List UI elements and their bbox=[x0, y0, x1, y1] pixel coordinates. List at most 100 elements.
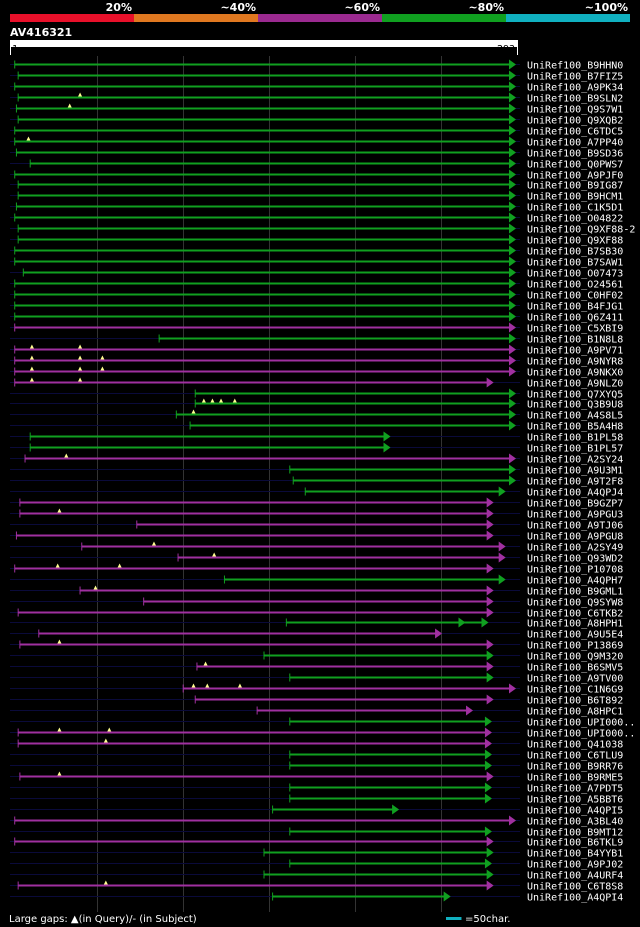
hit-label[interactable]: UniRef100_Q6Z411 bbox=[527, 313, 623, 324]
hit-label[interactable]: UniRef100_UPI000.. bbox=[527, 729, 635, 740]
hit-label[interactable]: UniRef100_B9SLN2 bbox=[527, 94, 623, 105]
hit-label[interactable]: UniRef100_A9PGU8 bbox=[527, 532, 623, 543]
hit-label[interactable]: UniRef100_B5A4H8 bbox=[527, 422, 623, 433]
hit-label[interactable]: UniRef100_B6TKL9 bbox=[527, 838, 623, 849]
hit-row[interactable]: UniRef100_A9PJ02 bbox=[10, 858, 623, 871]
hit-label[interactable]: UniRef100_C6TKB2 bbox=[527, 609, 623, 620]
hit-row[interactable]: UniRef100_UPI000.. bbox=[10, 716, 635, 729]
hit-label[interactable]: UniRef100_B7SAW1 bbox=[527, 258, 623, 269]
hit-row[interactable]: UniRef100_C6T8S8 bbox=[10, 880, 623, 893]
hit-label[interactable]: UniRef100_Q7XYQ5 bbox=[527, 390, 623, 401]
hit-label[interactable]: UniRef100_B6SMV5 bbox=[527, 663, 623, 674]
hit-label[interactable]: UniRef100_C6T8S8 bbox=[527, 882, 623, 893]
hit-row[interactable]: UniRef100_Q93WD2 bbox=[10, 552, 623, 565]
hit-label[interactable]: UniRef100_B7FIZ5 bbox=[527, 72, 623, 83]
hit-row[interactable]: UniRef100_A9NYR8 bbox=[10, 355, 623, 368]
hit-label[interactable]: UniRef100_A9U3M1 bbox=[527, 466, 623, 477]
hit-row[interactable]: UniRef100_B9RME5 bbox=[10, 771, 623, 784]
hit-row[interactable]: UniRef100_B9GZP7 bbox=[10, 497, 623, 510]
hit-label[interactable]: UniRef100_A7PP40 bbox=[527, 138, 623, 149]
hit-row[interactable]: UniRef100_UPI000.. bbox=[10, 727, 635, 740]
hit-row[interactable]: UniRef100_A9PGU3 bbox=[10, 508, 623, 521]
hit-row[interactable]: UniRef100_A9TV00 bbox=[10, 672, 623, 685]
hit-row[interactable]: UniRef100_B9HHN0 bbox=[10, 59, 623, 72]
hit-row[interactable]: UniRef100_Q9XF88 bbox=[10, 234, 623, 247]
hit-label[interactable]: UniRef100_B6T892 bbox=[527, 696, 623, 707]
hit-row[interactable]: UniRef100_B4YYB1 bbox=[10, 847, 623, 860]
hit-row[interactable]: UniRef100_B7FIZ5 bbox=[10, 70, 623, 83]
hit-row[interactable]: UniRef100_B1PL57 bbox=[10, 442, 623, 455]
hit-label[interactable]: UniRef100_UPI000.. bbox=[527, 718, 635, 729]
hit-label[interactable]: UniRef100_A4QPI4 bbox=[527, 893, 623, 904]
hit-label[interactable]: UniRef100_Q3B9U8 bbox=[527, 400, 623, 411]
hit-label[interactable]: UniRef100_Q9SYW8 bbox=[527, 598, 623, 609]
hit-label[interactable]: UniRef100_B7SB30 bbox=[527, 247, 623, 258]
hit-label[interactable]: UniRef100_B9MT12 bbox=[527, 828, 623, 839]
hit-label[interactable]: UniRef100_Q9S7W1 bbox=[527, 105, 623, 116]
hit-label[interactable]: UniRef100_P10708 bbox=[527, 565, 623, 576]
hit-row[interactable]: UniRef100_B9HCM1 bbox=[10, 190, 623, 203]
hit-label[interactable]: UniRef100_Q9M320 bbox=[527, 652, 623, 663]
hit-label[interactable]: UniRef100_A9PJF0 bbox=[527, 171, 623, 182]
hit-row[interactable]: UniRef100_B1N8L8 bbox=[10, 333, 623, 346]
hit-row[interactable]: UniRef100_A4S8L5 bbox=[10, 409, 623, 422]
hit-row[interactable]: UniRef100_O24561 bbox=[10, 278, 623, 291]
hit-row[interactable]: UniRef100_A2SY24 bbox=[10, 453, 623, 466]
hit-row[interactable]: UniRef100_A9T2F8 bbox=[10, 475, 623, 488]
hit-label[interactable]: UniRef100_Q9XQB2 bbox=[527, 116, 623, 127]
hit-label[interactable]: UniRef100_A4QPH7 bbox=[527, 576, 623, 587]
hit-label[interactable]: UniRef100_A9NLZ0 bbox=[527, 379, 623, 390]
hit-label[interactable]: UniRef100_Q41038 bbox=[527, 740, 623, 751]
hit-label[interactable]: UniRef100_B9RR76 bbox=[527, 762, 623, 773]
hit-row[interactable]: UniRef100_A9U3M1 bbox=[10, 464, 623, 477]
hit-row[interactable]: UniRef100_A4URF4 bbox=[10, 869, 623, 882]
hit-row[interactable]: UniRef100_B6T892 bbox=[10, 694, 623, 707]
hit-row[interactable]: UniRef100_C5XBI9 bbox=[10, 322, 623, 335]
hit-label[interactable]: UniRef100_A2SY49 bbox=[527, 543, 623, 554]
hit-row[interactable]: UniRef100_A8HPH1 bbox=[10, 617, 623, 630]
hit-row[interactable]: UniRef100_Q9XF88-2 bbox=[10, 223, 635, 236]
hit-label[interactable]: UniRef100_A9TV00 bbox=[527, 674, 623, 685]
hit-row[interactable]: UniRef100_A9NKX0 bbox=[10, 366, 623, 379]
hit-label[interactable]: UniRef100_C6TLU9 bbox=[527, 751, 623, 762]
hit-row[interactable]: UniRef100_Q9M320 bbox=[10, 650, 623, 663]
hit-label[interactable]: UniRef100_A9TJ06 bbox=[527, 521, 623, 532]
hit-label[interactable]: UniRef100_Q9XF88-2 bbox=[527, 225, 635, 236]
hit-label[interactable]: UniRef100_A9PJ02 bbox=[527, 860, 623, 871]
hit-label[interactable]: UniRef100_A4URF4 bbox=[527, 871, 623, 882]
hit-row[interactable]: UniRef100_C1K5D1 bbox=[10, 201, 623, 214]
hit-label[interactable]: UniRef100_A4QPI5 bbox=[527, 806, 623, 817]
hit-row[interactable]: UniRef100_Q41038 bbox=[10, 738, 623, 751]
hit-row[interactable]: UniRef100_C6TLU9 bbox=[10, 749, 623, 762]
hit-row[interactable]: UniRef100_A9NLZ0 bbox=[10, 377, 623, 390]
hit-row[interactable]: UniRef100_A9PGU8 bbox=[10, 530, 623, 543]
hit-row[interactable]: UniRef100_B9RR76 bbox=[10, 760, 623, 773]
hit-label[interactable]: UniRef100_A9PGU3 bbox=[527, 510, 623, 521]
hit-row[interactable]: UniRef100_B6TKL9 bbox=[10, 836, 623, 849]
hit-label[interactable]: UniRef100_A9PK34 bbox=[527, 83, 623, 94]
hit-label[interactable]: UniRef100_B1PL58 bbox=[527, 433, 623, 444]
hit-label[interactable]: UniRef100_A9PV71 bbox=[527, 346, 623, 357]
hit-row[interactable]: UniRef100_Q0PWS7 bbox=[10, 158, 623, 171]
hit-label[interactable]: UniRef100_P13869 bbox=[527, 641, 623, 652]
hit-label[interactable]: UniRef100_A9T2F8 bbox=[527, 477, 623, 488]
hit-row[interactable]: UniRef100_P13869 bbox=[10, 639, 623, 652]
hit-row[interactable]: UniRef100_A9PJF0 bbox=[10, 169, 623, 182]
hit-label[interactable]: UniRef100_B9GML1 bbox=[527, 587, 623, 598]
hit-label[interactable]: UniRef100_C5XBI9 bbox=[527, 324, 623, 335]
hit-row[interactable]: UniRef100_P10708 bbox=[10, 563, 623, 576]
hit-row[interactable]: UniRef100_C6TDC5 bbox=[10, 125, 623, 138]
hit-row[interactable]: UniRef100_A7PP40 bbox=[10, 136, 623, 149]
hit-label[interactable]: UniRef100_A9U5E4 bbox=[527, 630, 623, 641]
hit-label[interactable]: UniRef100_C1K5D1 bbox=[527, 203, 623, 214]
hit-label[interactable]: UniRef100_A4QPJ4 bbox=[527, 488, 623, 499]
hit-row[interactable]: UniRef100_O07473 bbox=[10, 267, 623, 280]
hit-row[interactable]: UniRef100_B9MT12 bbox=[10, 826, 623, 839]
hit-row[interactable]: UniRef100_Q9XQB2 bbox=[10, 114, 623, 127]
hit-row[interactable]: UniRef100_Q9S7W1 bbox=[10, 103, 623, 116]
hit-label[interactable]: UniRef100_B9RME5 bbox=[527, 773, 623, 784]
hit-label[interactable]: UniRef100_B4YYB1 bbox=[527, 849, 623, 860]
hit-label[interactable]: UniRef100_B9GZP7 bbox=[527, 499, 623, 510]
hit-label[interactable]: UniRef100_Q9XF88 bbox=[527, 236, 623, 247]
hit-row[interactable]: UniRef100_A2SY49 bbox=[10, 541, 623, 554]
